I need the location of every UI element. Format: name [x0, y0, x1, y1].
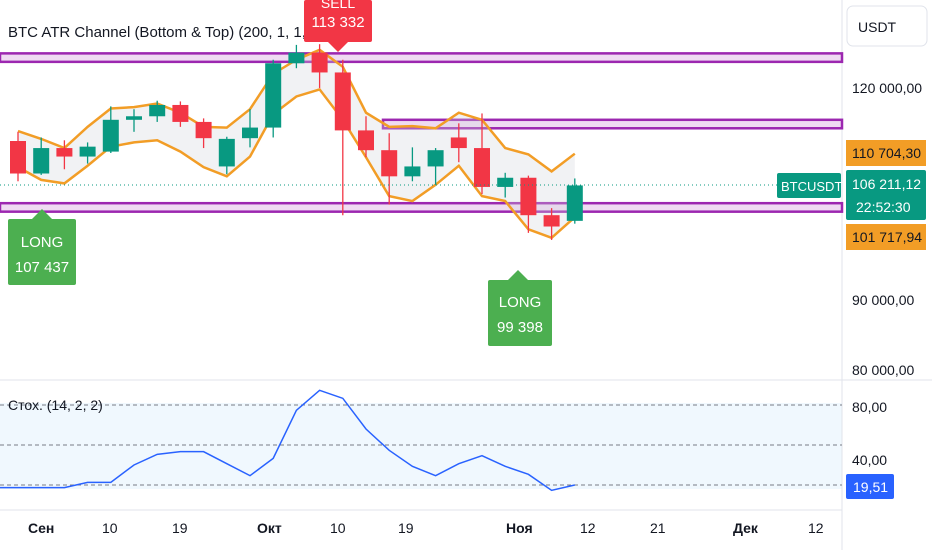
symbol-tag — [777, 173, 841, 198]
candle-body — [79, 146, 96, 157]
sell-label-arrow — [328, 42, 348, 52]
long-label-price: 107 437 — [15, 259, 69, 276]
stoch-value: 19,51 — [853, 479, 888, 495]
sell-label-type: SELL — [321, 0, 355, 11]
currency-button[interactable] — [846, 5, 928, 47]
stochastic-layer — [0, 389, 842, 492]
time-label: 19 — [398, 520, 414, 536]
zones-layer — [0, 52, 844, 213]
price-tick: 120 000,00 — [852, 80, 922, 96]
stoch-tick: 80,00 — [852, 399, 887, 415]
candle-body — [242, 127, 258, 139]
support-resistance-zone — [0, 52, 844, 64]
currency-label: USDT — [858, 19, 897, 35]
time-label: Сен — [28, 520, 54, 536]
candle-body — [450, 137, 467, 149]
sell-signal-label[interactable]: SELL 113 332 — [304, 0, 372, 52]
candle-body — [172, 104, 189, 122]
candle-body — [427, 150, 444, 167]
candle-body — [566, 185, 583, 221]
candle-body — [265, 63, 282, 128]
time-label: 12 — [808, 520, 824, 536]
symbol-label: BTCUSDT — [781, 179, 842, 194]
candle-body — [218, 138, 235, 167]
price-tick: 90 000,00 — [852, 292, 914, 308]
time-label: 21 — [650, 520, 666, 536]
candle-body — [195, 121, 212, 139]
candle-body — [358, 130, 374, 151]
long-label-type: LONG — [21, 234, 64, 251]
long-signal-label[interactable]: LONG 107 437 — [8, 209, 76, 285]
candle-body — [474, 148, 490, 187]
last-price-value: 106 211,12 — [852, 176, 921, 192]
indicator-title: BTC ATR Channel (Bottom & Top) (200, 1, … — [8, 24, 336, 41]
candle-body — [520, 177, 537, 216]
price-tick: 80 000,00 — [852, 362, 914, 378]
long-label-type: LONG — [499, 294, 542, 311]
candles-layer — [10, 44, 583, 240]
stoch-title: Стох. (14, 2, 2) — [8, 397, 103, 413]
stoch-k-line — [0, 389, 575, 492]
time-label: 12 — [580, 520, 596, 536]
candle-body — [497, 177, 514, 187]
candle-body — [288, 52, 305, 64]
candle-body — [381, 150, 398, 177]
time-label: 10 — [330, 520, 346, 536]
long-label-box — [488, 280, 552, 346]
candle-body — [102, 119, 119, 152]
lower-channel-tag — [846, 224, 926, 250]
candle-body — [543, 215, 560, 227]
candle-body — [126, 116, 142, 120]
long-label-price: 99 398 — [497, 319, 543, 336]
long-label-arrow — [508, 270, 528, 280]
upper-channel-tag — [846, 140, 926, 166]
candle-body — [56, 148, 73, 157]
candle-body — [311, 52, 328, 73]
long-signal-label[interactable]: LONG 99 398 — [488, 270, 552, 346]
long-label-arrow — [32, 209, 52, 219]
time-label: 19 — [172, 520, 188, 536]
sell-label-price: 113 332 — [311, 14, 364, 31]
stoch-value-tag — [846, 474, 894, 499]
upper-channel-value: 110 704,30 — [852, 145, 921, 161]
time-label: Окт — [257, 520, 282, 536]
stoch-tick: 40,00 — [852, 452, 887, 468]
lower-channel-value: 101 717,94 — [852, 229, 922, 245]
time-label: 10 — [102, 520, 118, 536]
candle-body — [149, 104, 166, 117]
long-label-box — [8, 219, 76, 285]
sell-label-box — [304, 0, 372, 42]
stoch-band — [0, 403, 842, 489]
bar-countdown: 22:52:30 — [856, 199, 911, 215]
candle-body — [404, 166, 421, 177]
candle-body — [33, 148, 50, 174]
time-label: Дек — [733, 520, 759, 536]
support-resistance-zone — [0, 201, 844, 213]
time-label: Ноя — [506, 520, 533, 536]
candle-body — [334, 72, 351, 131]
time-axis: Сен 10 19 Окт 10 19 Ноя 12 21 Дек 12 — [28, 520, 824, 536]
candle-body — [10, 141, 26, 174]
last-price-tag — [846, 170, 926, 220]
